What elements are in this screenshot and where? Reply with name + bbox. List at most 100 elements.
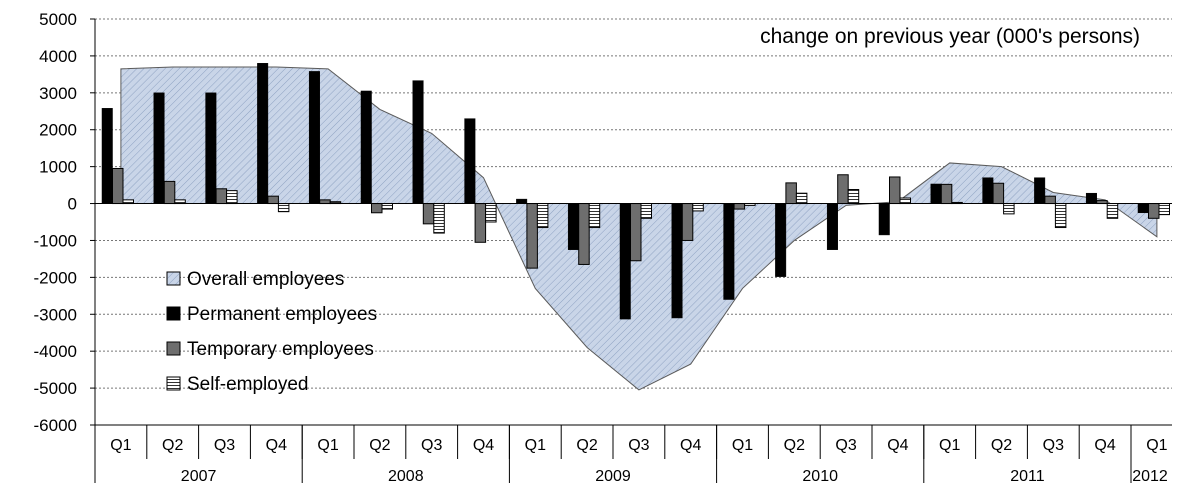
y-tick-label: -2000 <box>34 268 77 287</box>
self-employed-bar <box>692 203 704 212</box>
temporary-employees-bar <box>681 203 694 241</box>
axes <box>94 19 1172 426</box>
x-category-label: Q4 <box>266 437 287 454</box>
x-category-label: Q3 <box>1043 437 1064 454</box>
permanent-employees-bar <box>930 183 942 204</box>
temporary-employees-bar <box>992 182 1005 205</box>
permanent-employees-bar <box>101 108 113 204</box>
temporary-employees-bar <box>319 199 331 205</box>
year-label: 2011 <box>1010 468 1045 483</box>
y-tick-label: -5000 <box>34 379 77 398</box>
self-employed-bar <box>1054 203 1067 229</box>
self-employed-bar <box>1158 203 1170 216</box>
x-axis-categories: Q1 Q2 Q3 Q4 Q1 Q2 Q3 Q4 Q1 Q2 Q3 Q4 Q1 Q2 Q3 Q4 Q1 Q2 Q3 Q4… <box>94 425 1168 483</box>
permanent-employees-bar <box>257 63 269 204</box>
x-category-label: Q1 <box>732 437 753 454</box>
legend: Overall employees Permanent employees Temp… <box>166 269 377 395</box>
permanent-employees-bar <box>826 203 838 250</box>
permanent-employees-bar <box>619 203 631 320</box>
y-tick-label: 1000 <box>39 158 77 177</box>
self-employed-bar <box>899 197 911 205</box>
x-category-label: Q2 <box>576 437 597 454</box>
temporary-employees-bar <box>267 195 279 205</box>
temporary-employees-bar <box>785 182 797 205</box>
legend-swatch <box>166 306 181 321</box>
x-category-label: Q1 <box>110 437 131 454</box>
temporary-employees-bar <box>1044 195 1056 205</box>
self-employed-bar <box>795 192 808 205</box>
legend-label: Self-employed <box>187 374 308 395</box>
y-tick-label: -6000 <box>34 416 77 435</box>
self-employed-bar <box>1003 203 1015 215</box>
y-tick-label: -1000 <box>34 231 77 250</box>
x-category-label: Q4 <box>680 437 701 454</box>
x-category-label: Q2 <box>369 437 390 454</box>
bars-layer <box>101 63 1170 320</box>
permanent-employees-bar <box>412 80 424 204</box>
x-category-label: Q3 <box>214 437 235 454</box>
permanent-employees-bar <box>360 90 372 204</box>
x-category-label: Q2 <box>991 437 1012 454</box>
self-employed-bar <box>174 199 186 205</box>
permanent-employees-bar <box>205 92 217 204</box>
legend-swatch <box>166 376 181 391</box>
permanent-employees-bar <box>982 177 994 204</box>
y-tick-label: -4000 <box>34 342 77 361</box>
temporary-employees-bar <box>940 183 953 205</box>
self-employed-bar <box>1106 203 1119 219</box>
self-employed-bar <box>277 203 290 213</box>
permanent-employees-bar <box>1034 177 1046 204</box>
legend-swatch <box>166 271 181 286</box>
temporary-employees-bar <box>630 203 642 262</box>
x-category-label: Q1 <box>939 437 960 454</box>
y-tick-label: 2000 <box>39 121 77 140</box>
self-employed-bar <box>485 203 497 223</box>
temporary-employees-bar <box>1148 203 1160 219</box>
x-category-label: Q4 <box>473 437 494 454</box>
permanent-employees-bar <box>878 203 890 236</box>
permanent-employees-bar <box>464 118 476 204</box>
permanent-employees-bar <box>723 203 735 300</box>
permanent-employees-bar <box>516 198 528 204</box>
temporary-employees-bar <box>526 203 538 269</box>
y-tick-label: 0 <box>68 195 77 214</box>
legend-self-employed: Self-employed <box>166 374 308 395</box>
y-tick-label: 3000 <box>39 84 77 103</box>
temporary-employees-bar <box>474 203 487 243</box>
permanent-employees-bar <box>775 203 787 277</box>
permanent-employees-bar <box>1137 203 1149 214</box>
temporary-employees-bar <box>578 203 590 265</box>
x-category-label: Q2 <box>784 437 805 454</box>
permanent-employees-bar <box>1085 192 1097 204</box>
x-category-label: Q1 <box>317 437 338 454</box>
year-label: 2010 <box>802 468 838 483</box>
x-category-label: Q1 <box>1146 437 1167 454</box>
y-tick-label: 5000 <box>39 10 77 29</box>
y-tick-label: 4000 <box>39 47 77 66</box>
self-employed-bar <box>226 190 238 205</box>
self-employed-bar <box>433 203 445 234</box>
x-category-label: Q2 <box>162 437 183 454</box>
x-category-label: Q1 <box>525 437 546 454</box>
year-label: 2009 <box>595 468 631 483</box>
year-label: 2012 <box>1132 468 1168 483</box>
temporary-employees-bar <box>733 203 746 210</box>
temporary-employees-bar <box>422 203 435 225</box>
permanent-employees-bar <box>567 203 579 250</box>
temporary-employees-bar <box>163 180 176 205</box>
self-employed-bar <box>588 203 601 229</box>
self-employed-bar <box>640 203 652 219</box>
self-employed-bar <box>536 203 549 229</box>
temporary-employees-bar <box>215 188 228 205</box>
permanent-employees-bar <box>308 71 320 204</box>
x-category-label: Q4 <box>887 437 908 454</box>
legend-permanent-employees: Permanent employees <box>166 304 377 325</box>
chart-annotation: change on previous year (000's persons) <box>760 25 1140 48</box>
year-label: 2008 <box>388 468 424 483</box>
self-employed-bar <box>381 203 393 210</box>
temporary-employees-bar <box>889 176 901 205</box>
permanent-employees-bar <box>153 92 165 204</box>
legend-label: Permanent employees <box>187 304 377 325</box>
self-employed-bar <box>122 199 134 205</box>
